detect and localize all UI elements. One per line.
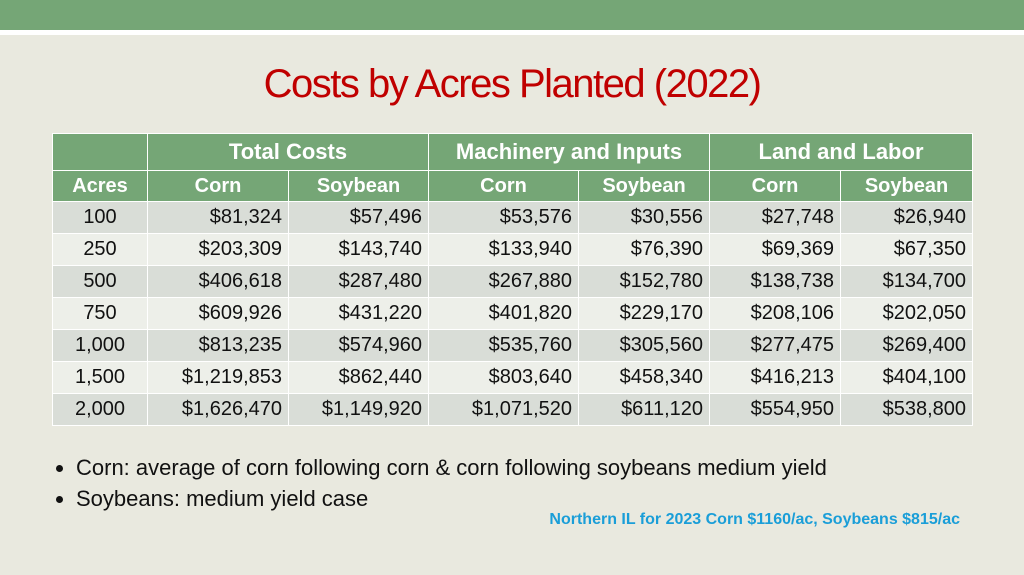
table-cell: $208,106 [709, 297, 841, 330]
table-cell: $229,170 [578, 297, 710, 330]
table-cell: 500 [52, 265, 148, 298]
table-cell: $57,496 [288, 201, 429, 234]
table-cell: $69,369 [709, 233, 841, 266]
table-cell: $27,748 [709, 201, 841, 234]
table-cell: $416,213 [709, 361, 841, 394]
table-cell: $134,700 [840, 265, 973, 298]
table-cell: $1,149,920 [288, 393, 429, 426]
column-header: Corn [147, 170, 289, 202]
column-header: Acres [52, 170, 148, 202]
table-cell: $554,950 [709, 393, 841, 426]
table-row: 100 $81,324 $57,496 $53,576 $30,556 $27,748 $2… [52, 201, 973, 234]
bullet-list: Corn: average of corn following corn & c… [52, 452, 827, 514]
table-cell: $1,626,470 [147, 393, 289, 426]
table-row: 500 $406,618 $287,480 $267,880 $152,780 $138,… [52, 265, 973, 298]
table-row: 250 $203,309 $143,740 $133,940 $76,390 $69,36… [52, 233, 973, 266]
top-line [0, 30, 1024, 35]
table-row: 1,000 $813,235 $574,960 $535,760 $305,560 $27… [52, 329, 973, 362]
table-cell: $81,324 [147, 201, 289, 234]
table-cell: 1,500 [52, 361, 148, 394]
column-header: Corn [709, 170, 841, 202]
table-cell: $30,556 [578, 201, 710, 234]
table-cell: $305,560 [578, 329, 710, 362]
table-cell: $26,940 [840, 201, 973, 234]
table-cell: $401,820 [428, 297, 579, 330]
table-cell: $609,926 [147, 297, 289, 330]
group-header: Total Costs [147, 133, 429, 171]
table-cell: $143,740 [288, 233, 429, 266]
table-row: 2,000 $1,626,470 $1,149,920 $1,071,520 $611,… [52, 393, 973, 426]
table-cell: $431,220 [288, 297, 429, 330]
cost-table: Total Costs Machinery and Inputs Land and … [52, 133, 973, 426]
table-cell: $277,475 [709, 329, 841, 362]
table-cell: $803,640 [428, 361, 579, 394]
table-row: 1,500 $1,219,853 $862,440 $803,640 $458,340 $… [52, 361, 973, 394]
table-cell: $535,760 [428, 329, 579, 362]
group-header: Land and Labor [709, 133, 973, 171]
table-cell: 250 [52, 233, 148, 266]
table-cell: $458,340 [578, 361, 710, 394]
column-header: Corn [428, 170, 579, 202]
table-cell: $152,780 [578, 265, 710, 298]
column-header: Soybean [288, 170, 429, 202]
slide-title: Costs by Acres Planted (2022) [263, 62, 762, 106]
table-cell: $133,940 [428, 233, 579, 266]
bullet: Corn: average of corn following corn & c… [76, 452, 827, 483]
table-cell: $267,880 [428, 265, 579, 298]
table-cell: $67,350 [840, 233, 973, 266]
table-cell: $406,618 [147, 265, 289, 298]
top-bar [0, 0, 1024, 30]
table-cell: $76,390 [578, 233, 710, 266]
table-cell: 100 [52, 201, 148, 234]
group-header: Machinery and Inputs [428, 133, 710, 171]
header-row: Acres Corn Soybean Corn Soybean Corn Soybean [52, 170, 973, 202]
table-cell: $1,219,853 [147, 361, 289, 394]
table-cell: $862,440 [288, 361, 429, 394]
column-header: Soybean [840, 170, 973, 202]
table-cell: $574,960 [288, 329, 429, 362]
column-header: Soybean [578, 170, 710, 202]
table-cell: 2,000 [52, 393, 148, 426]
table-cell: $203,309 [147, 233, 289, 266]
table-cell: $538,800 [840, 393, 973, 426]
group-header-row: Total Costs Machinery and Inputs Land and … [52, 133, 973, 171]
table-row: 750 $609,926 $431,220 $401,820 $229,170 $208,… [52, 297, 973, 330]
table-cell: $269,400 [840, 329, 973, 362]
note: Northern IL for 2023 Corn $1160/ac, Soyb… [549, 511, 960, 528]
table-cell: $287,480 [288, 265, 429, 298]
table-cell: 1,000 [52, 329, 148, 362]
table-cell: $1,071,520 [428, 393, 579, 426]
bullet: Soybeans: medium yield case [76, 483, 827, 514]
table-cell: $202,050 [840, 297, 973, 330]
header-cell [52, 133, 148, 171]
table-cell: $611,120 [578, 393, 710, 426]
table-cell: $53,576 [428, 201, 579, 234]
table-cell: 750 [52, 297, 148, 330]
table-cell: $138,738 [709, 265, 841, 298]
table-cell: $404,100 [840, 361, 973, 394]
table-cell: $813,235 [147, 329, 289, 362]
